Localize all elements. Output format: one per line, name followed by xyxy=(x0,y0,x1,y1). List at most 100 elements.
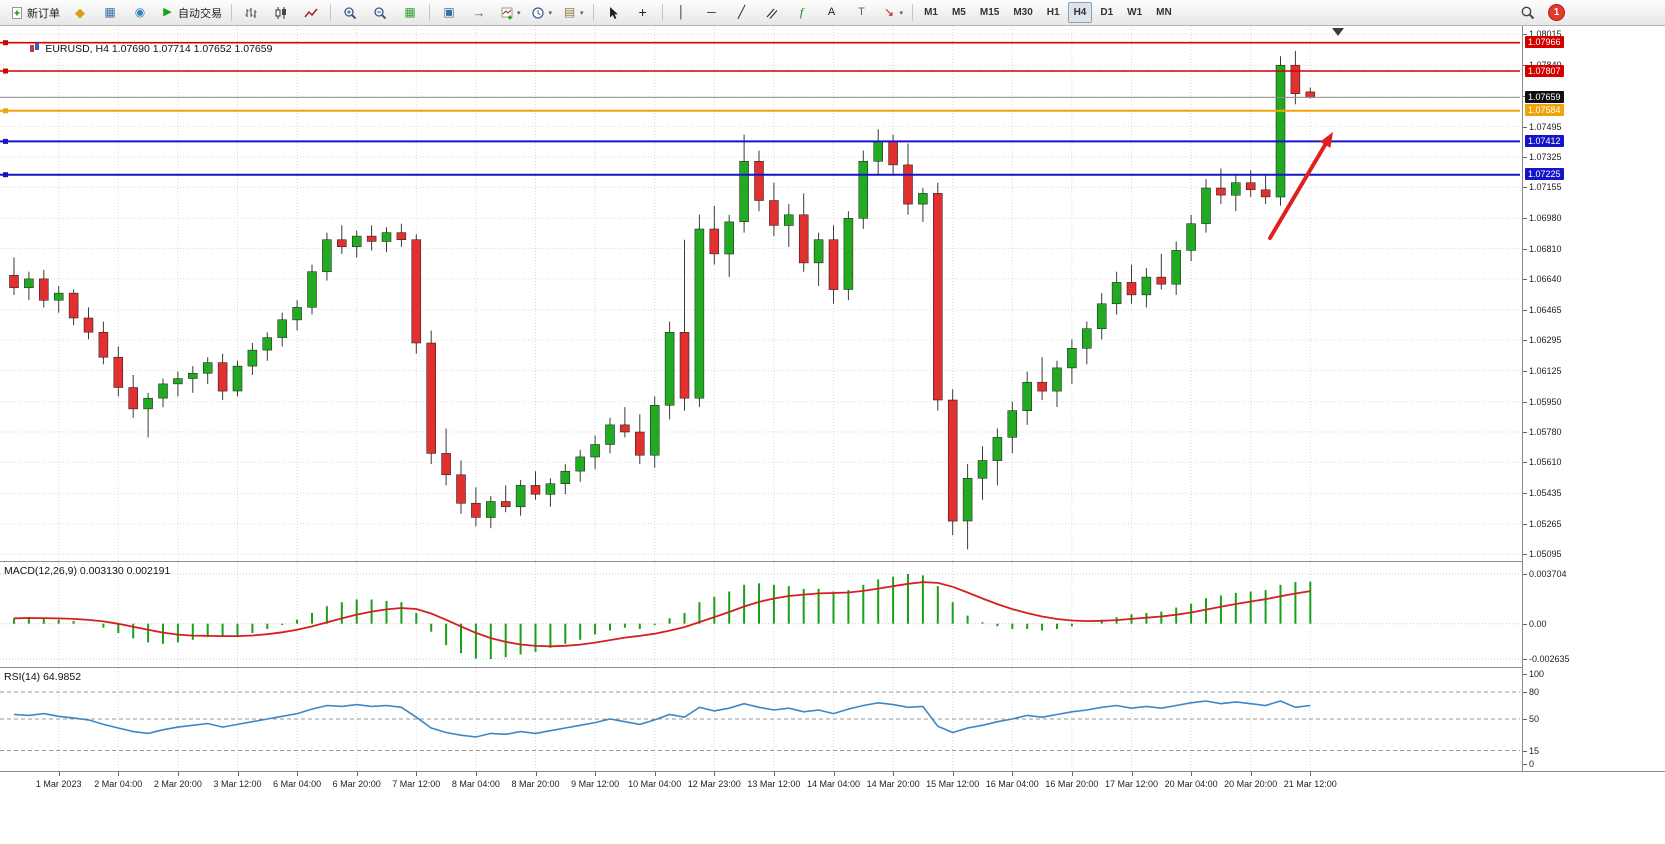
time-label: 17 Mar 12:00 xyxy=(1104,779,1159,789)
chart-shift-marker[interactable] xyxy=(1332,28,1344,36)
auto-trading-button-label: 自动交易 xyxy=(178,7,222,20)
panel-separator[interactable] xyxy=(0,561,1665,562)
toolbar-buttons: 新订单 ◆ ▦ ◉ ▶ 自动交易 ▦ ▣ → ▾ ▾ ▤ ▾ + │ ─ ╱ f A T ↘ ▾ M1 M5 M15 M30 H1 H… xyxy=(4,2,1512,24)
cursor-button[interactable] xyxy=(599,2,627,24)
toolbar: 新订单 ◆ ▦ ◉ ▶ 自动交易 ▦ ▣ → ▾ ▾ ▤ ▾ + │ ─ ╱ f A T ↘ ▾ M1 M5 M15 M30 H1 H… xyxy=(0,0,1665,26)
scale-tick xyxy=(1523,432,1527,433)
trendline-button[interactable]: ╱ xyxy=(728,2,756,24)
auto-trading-button[interactable]: ▶ 自动交易 xyxy=(156,2,226,24)
timeframe-w1-button[interactable]: W1 xyxy=(1127,7,1143,18)
text-label-button[interactable]: T xyxy=(848,2,876,24)
time-tick xyxy=(714,772,716,776)
time-label: 7 Mar 12:00 xyxy=(392,779,441,789)
label-icon: T xyxy=(858,6,865,18)
chart-shift-button[interactable]: → xyxy=(465,2,493,24)
rsi-scale-label: 0 xyxy=(1529,759,1535,769)
time-label: 16 Mar 04:00 xyxy=(985,779,1039,789)
timeframe-h4-button[interactable]: H4 xyxy=(1067,2,1093,23)
timeframe-m1-button[interactable]: M1 xyxy=(924,7,938,18)
crosshair-button[interactable]: + xyxy=(629,2,657,24)
price-label: 1.05950 xyxy=(1529,396,1562,407)
zoom-out-button[interactable] xyxy=(366,2,394,24)
time-label: 9 Mar 12:00 xyxy=(571,779,620,789)
toolbar-separator xyxy=(592,4,594,21)
macd-canvas[interactable] xyxy=(0,562,1522,667)
rsi-scale-label: 80 xyxy=(1529,687,1540,697)
market-watch-icon: ▦ xyxy=(104,5,116,19)
scale-tick xyxy=(1523,764,1527,765)
vline-icon: │ xyxy=(677,5,686,19)
timeframe-mn-button[interactable]: MN xyxy=(1156,7,1172,18)
time-label: 6 Mar 20:00 xyxy=(332,779,381,789)
toolbar-separator xyxy=(661,4,663,21)
templates-button[interactable]: ▤ ▾ xyxy=(558,2,588,24)
new-chart-button[interactable]: ▾ xyxy=(495,2,525,24)
price-line-badge: 1.07966 xyxy=(1525,36,1564,48)
fibonacci-button[interactable]: f xyxy=(788,2,816,24)
panel-separator[interactable] xyxy=(0,667,1665,668)
toolbar-separator xyxy=(429,4,430,21)
notification-badge[interactable]: 1 xyxy=(1548,4,1565,21)
main-chart-canvas[interactable] xyxy=(0,26,1522,561)
linechart-icon xyxy=(304,5,319,20)
time-label: 14 Mar 20:00 xyxy=(866,779,920,789)
timeframe-m15-button[interactable]: M15 xyxy=(979,7,1000,18)
auto-arrange-button[interactable]: ▣ xyxy=(435,2,463,24)
vertical-line-button[interactable]: │ xyxy=(668,2,696,24)
time-tick xyxy=(833,772,835,776)
time-tick xyxy=(654,772,656,776)
periods-button[interactable]: ▾ xyxy=(527,2,557,24)
scale-tick xyxy=(1523,554,1527,555)
price-label: 1.08015 xyxy=(1529,29,1562,39)
timeframe-m30-button[interactable]: M30 xyxy=(1013,7,1033,18)
price-label: 1.06125 xyxy=(1529,365,1562,376)
time-tick xyxy=(1191,772,1193,776)
zoom-in-button[interactable] xyxy=(336,2,364,24)
cursor-icon xyxy=(605,5,620,20)
tile-windows-button[interactable]: ▦ xyxy=(396,2,424,24)
price-label: 1.05095 xyxy=(1529,549,1562,559)
toolbar-right-group: 1 xyxy=(1512,2,1565,24)
time-label: 1 Mar 2023 xyxy=(35,779,82,789)
arrows-button[interactable]: ↘ ▾ xyxy=(878,2,908,24)
time-label: 8 Mar 04:00 xyxy=(451,779,500,789)
search-button[interactable] xyxy=(1513,2,1541,24)
scale-tick xyxy=(1523,719,1527,720)
time-label: 20 Mar 20:00 xyxy=(1224,779,1278,789)
equidistant-channel-button[interactable] xyxy=(758,2,786,24)
rsi-canvas[interactable] xyxy=(0,668,1522,771)
tiles-icon: ▦ xyxy=(404,5,416,19)
up-arrow-annotation[interactable] xyxy=(1268,132,1333,240)
text-button[interactable]: A xyxy=(818,2,846,24)
rsi-scale-label: 100 xyxy=(1529,669,1545,679)
scale-tick xyxy=(1523,402,1527,403)
timeframe-m5-button[interactable]: M5 xyxy=(951,7,966,18)
candlestick-chart-button[interactable] xyxy=(267,2,295,24)
bar-chart-button[interactable] xyxy=(237,2,265,24)
dropdown-caret-icon: ▾ xyxy=(580,9,584,17)
time-tick xyxy=(1012,772,1014,776)
symbol-icon xyxy=(6,29,41,68)
time-axis[interactable]: 1 Mar 2023 2 Mar 04:00 2 Mar 20:00 3 Mar 12… xyxy=(0,771,1665,798)
line-chart-button[interactable] xyxy=(297,2,325,24)
dropdown-caret-icon: ▾ xyxy=(899,9,904,17)
price-label: 1.06295 xyxy=(1529,335,1562,346)
horizontal-line-button[interactable]: ─ xyxy=(698,2,726,24)
scale-tick xyxy=(1523,218,1527,219)
scale-tick xyxy=(1523,157,1527,158)
market-watch-button[interactable]: ▦ xyxy=(96,2,124,24)
navigator-button[interactable]: ◉ xyxy=(126,2,154,24)
price-label: 1.05780 xyxy=(1529,427,1562,437)
time-tick xyxy=(952,772,954,776)
timeframe-d1-button[interactable]: D1 xyxy=(1100,7,1114,18)
timeframe-h1-button[interactable]: H1 xyxy=(1046,7,1060,18)
scale-tick xyxy=(1523,751,1527,752)
time-label: 2 Mar 04:00 xyxy=(94,779,143,789)
price-line-badge: 1.07412 xyxy=(1525,135,1564,147)
rsi-line xyxy=(13,700,1311,738)
metaeditor-button[interactable]: ◆ xyxy=(66,2,94,24)
scale-tick xyxy=(1523,624,1527,625)
new-order-button[interactable]: 新订单 xyxy=(5,2,64,24)
price-scale[interactable]: 1.080151.078401.076651.074951.073251.071… xyxy=(1522,26,1665,772)
toolbar-separator xyxy=(231,4,232,21)
